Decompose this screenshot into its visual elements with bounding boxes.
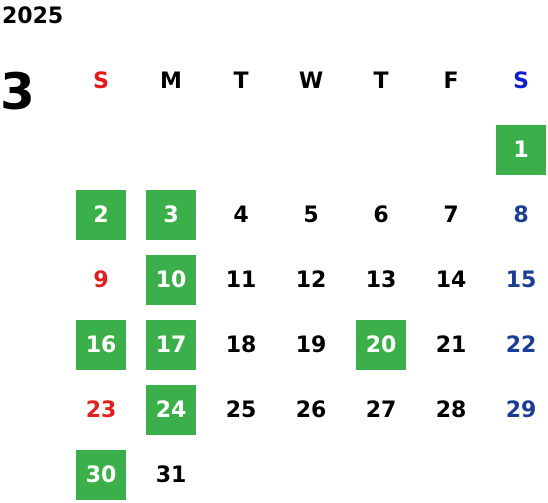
day-number: 11: [225, 267, 257, 293]
day-highlight: [76, 320, 126, 370]
day-cell[interactable]: 12: [286, 255, 336, 305]
day-number: 22: [505, 332, 537, 358]
day-number: 28: [435, 397, 467, 423]
day-cell[interactable]: 19: [286, 320, 336, 370]
day-number: 27: [365, 397, 397, 423]
week-row: 16 17 18 19 20 21 22: [65, 320, 548, 370]
day-cell[interactable]: 21: [426, 320, 476, 370]
day-number: 8: [513, 202, 529, 228]
day-cell-highlighted[interactable]: 17: [146, 320, 196, 370]
day-highlight: [146, 385, 196, 435]
week-row: 30 31: [65, 450, 548, 500]
day-cell-highlighted[interactable]: 30: [76, 450, 126, 500]
day-cell[interactable]: 5: [286, 190, 336, 240]
weekday-label: M: [160, 68, 182, 94]
day-cell[interactable]: 31: [146, 450, 196, 500]
day-number: 10: [155, 267, 187, 293]
day-highlight: [496, 125, 546, 175]
day-cell[interactable]: 15: [496, 255, 546, 305]
day-cell[interactable]: 29: [496, 385, 546, 435]
day-number: 23: [85, 397, 117, 423]
day-cell[interactable]: 7: [426, 190, 476, 240]
day-cell[interactable]: 8: [496, 190, 546, 240]
day-cell-highlighted[interactable]: 1: [496, 125, 546, 175]
day-number: 13: [365, 267, 397, 293]
weekday-label: F: [443, 68, 459, 94]
day-highlight: [356, 320, 406, 370]
day-number: 30: [85, 462, 117, 488]
day-number: 18: [225, 332, 257, 358]
day-number: 12: [295, 267, 327, 293]
day-number: 3: [163, 202, 179, 228]
weekday-label: T: [373, 68, 389, 94]
day-cell[interactable]: 4: [216, 190, 266, 240]
day-cell[interactable]: 23: [76, 385, 126, 435]
day-cell[interactable]: 25: [216, 385, 266, 435]
weekday-label: W: [298, 68, 324, 94]
week-row: 1: [65, 125, 548, 175]
week-row: 9 10 11 12 13 14 15: [65, 255, 548, 305]
day-number: 25: [225, 397, 257, 423]
day-number: 15: [505, 267, 537, 293]
day-cell-highlighted[interactable]: 3: [146, 190, 196, 240]
day-highlight: [76, 450, 126, 500]
day-highlight: [146, 320, 196, 370]
day-number: 14: [435, 267, 467, 293]
day-cell[interactable]: 9: [76, 255, 126, 305]
day-cell[interactable]: 18: [216, 320, 266, 370]
day-number: 9: [93, 267, 109, 293]
weekday-label: S: [513, 68, 529, 94]
day-cell-highlighted[interactable]: 20: [356, 320, 406, 370]
day-number: 24: [155, 397, 187, 423]
month-number: 3: [0, 63, 35, 121]
day-cell[interactable]: 6: [356, 190, 406, 240]
day-number: 26: [295, 397, 327, 423]
day-cell[interactable]: 26: [286, 385, 336, 435]
day-cell[interactable]: 27: [356, 385, 406, 435]
day-highlight: [146, 255, 196, 305]
day-cell-highlighted[interactable]: 10: [146, 255, 196, 305]
week-row: 2 3 4 5 6 7 8: [65, 190, 548, 240]
day-cell[interactable]: 22: [496, 320, 546, 370]
day-number: 5: [303, 202, 319, 228]
day-cell[interactable]: 14: [426, 255, 476, 305]
day-highlight: [76, 190, 126, 240]
day-cell-highlighted[interactable]: 2: [76, 190, 126, 240]
day-highlight: [146, 190, 196, 240]
day-number: 6: [373, 202, 389, 228]
day-number: 2: [93, 202, 109, 228]
day-number: 20: [365, 332, 397, 358]
year-label: 2025: [2, 4, 64, 29]
day-number: 16: [85, 332, 117, 358]
day-cell[interactable]: 11: [216, 255, 266, 305]
day-number: 31: [155, 462, 187, 488]
day-number: 17: [155, 332, 187, 358]
day-number: 4: [233, 202, 249, 228]
day-number: 7: [443, 202, 459, 228]
day-number: 21: [435, 332, 467, 358]
day-cell-highlighted[interactable]: 16: [76, 320, 126, 370]
day-cell-highlighted[interactable]: 24: [146, 385, 196, 435]
day-number: 19: [295, 332, 327, 358]
day-cell[interactable]: 13: [356, 255, 406, 305]
weekday-label: S: [93, 68, 109, 94]
day-cell[interactable]: 28: [426, 385, 476, 435]
weekday-label: T: [233, 68, 249, 94]
day-number: 29: [505, 397, 537, 423]
day-number: 1: [513, 137, 529, 163]
week-row: 23 24 25 26 27 28 29: [65, 385, 548, 435]
